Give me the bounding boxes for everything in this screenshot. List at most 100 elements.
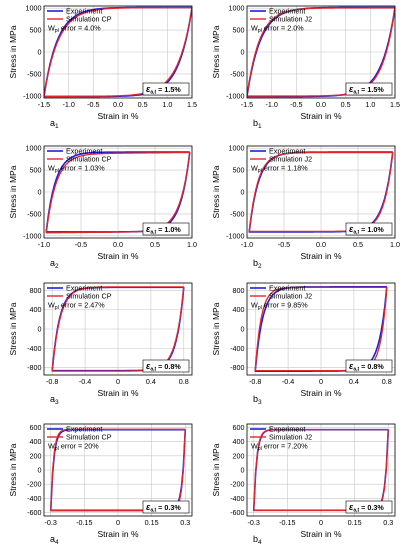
wpl-error-text: Wpl error = 2.47% <box>48 301 105 312</box>
x-tick-label: -1.0 <box>241 240 253 249</box>
y-tick-label: -800 <box>230 363 244 372</box>
panel-label: b4 <box>253 534 262 546</box>
y-tick-label: 400 <box>233 437 245 446</box>
x-tick-label: 0.3 <box>180 518 190 527</box>
wpl-subscript: pl <box>55 28 59 34</box>
loop-group <box>45 151 191 234</box>
legend-label-experiment: Experiment <box>66 425 102 434</box>
x-tick-label: 1.0 <box>390 240 400 249</box>
amplitude-subscript: a,t <box>150 367 156 373</box>
y-tick-label: -1000 <box>226 231 244 240</box>
x-tick-label: -1.0 <box>38 240 50 249</box>
legend-label-simulation: Simulation CP <box>66 433 112 442</box>
chart-panel-a2: -1.0 -0.5 0.0 0.5 1.0 -1000 -500 0 500 1000 Strain… <box>8 144 197 270</box>
simulation-loop <box>253 429 389 511</box>
epsilon-symbol: ε <box>146 84 151 94</box>
amplitude-value: = 0.8% <box>359 362 384 371</box>
simulation-loop <box>254 286 388 372</box>
x-tick-label: -0.15 <box>279 518 295 527</box>
amplitude-value: = 0.3% <box>359 503 384 512</box>
panel-label: b1 <box>253 118 262 130</box>
y-tick-label: -500 <box>230 69 244 78</box>
chart-panel-b4: -0.3 -0.15 0 0.15 0.3 -600 -400 -200 0 200 400 600 S… <box>211 423 396 546</box>
y-tick-label: 1000 <box>26 144 42 153</box>
wpl-error-text: Wpl error = 1.03% <box>48 164 105 175</box>
epsilon-symbol: ε <box>146 502 151 512</box>
amplitude-text: εa,t = 0.3% <box>146 502 181 514</box>
y-tick-label: 600 <box>30 423 42 432</box>
panel-subscript: 3 <box>258 399 262 406</box>
amplitude-box <box>345 222 393 236</box>
plot-frame <box>43 282 193 376</box>
x-tick-label: -0.5 <box>75 240 87 249</box>
simulation-loop <box>50 428 186 512</box>
x-tick-label: 0 <box>116 518 120 527</box>
x-tick-label: 0 <box>319 377 323 386</box>
panel-subscript: 1 <box>55 123 59 130</box>
y-tick-label: 0 <box>241 48 245 57</box>
wpl-error-text: Wpl error = 1.18% <box>251 164 308 175</box>
amplitude-subscript: a,t <box>150 90 156 96</box>
wpl-error-value: error = 2.0% <box>262 24 304 33</box>
wpl-symbol: W <box>48 24 55 33</box>
amplitude-text: εa,t = 0.8% <box>349 361 384 373</box>
panel-letter: a <box>50 534 55 544</box>
x-tick-label: -1.5 <box>241 100 253 109</box>
x-axis-label: Strain in % <box>300 111 342 121</box>
x-tick-label: 0.15 <box>145 518 159 527</box>
x-tick-label: 0 <box>319 518 323 527</box>
amplitude-box <box>142 500 190 514</box>
wpl-symbol: W <box>251 301 258 310</box>
x-tick-label: -0.8 <box>46 377 58 386</box>
x-axis-label: Strain in % <box>300 251 342 261</box>
amplitude-subscript: a,t <box>150 230 156 236</box>
legend-label-experiment: Experiment <box>66 7 102 16</box>
amplitude-value: = 1.0% <box>156 225 181 234</box>
x-tick-label: 1.0 <box>187 240 197 249</box>
x-tick-label: -0.4 <box>79 377 91 386</box>
wpl-error-value: error = 4.0% <box>59 24 101 33</box>
wpl-error-value: error = 9.85% <box>262 301 308 310</box>
simulation-loop <box>45 151 191 234</box>
epsilon-symbol: ε <box>349 84 354 94</box>
x-tick-label: 0.0 <box>113 240 123 249</box>
amplitude-text: εa,t = 1.0% <box>146 224 181 236</box>
amplitude-text: εa,t = 1.5% <box>349 84 384 96</box>
y-tick-label: 1000 <box>229 144 245 153</box>
panel-subscript: 2 <box>258 263 262 270</box>
wpl-error-value: error = 7.20% <box>262 442 308 451</box>
chart-panel-a4: -0.3 -0.15 0 0.15 0.3 -600 -400 -200 0 200 400 600 S… <box>8 423 193 546</box>
y-tick-label: -1000 <box>226 91 244 100</box>
x-tick-label: 1.0 <box>162 100 172 109</box>
x-tick-label: -0.8 <box>249 377 261 386</box>
panel-letter: b <box>253 258 258 268</box>
amplitude-box <box>345 359 393 373</box>
wpl-error-value: error = 1.03% <box>59 164 105 173</box>
panel-label: a2 <box>50 258 59 270</box>
loop-group <box>247 6 395 98</box>
amplitude-subscript: a,t <box>353 90 359 96</box>
y-tick-label: 800 <box>233 286 245 295</box>
amplitude-value: = 0.8% <box>156 362 181 371</box>
y-tick-label: -400 <box>230 494 244 503</box>
legend-label-simulation: Simulation CP <box>66 155 112 164</box>
wpl-error-text: Wpl error = 2.0% <box>251 24 304 35</box>
y-tick-label: -200 <box>27 480 41 489</box>
panel-letter: b <box>253 394 258 404</box>
legend-label-experiment: Experiment <box>269 284 305 293</box>
plot-frame <box>246 145 396 239</box>
y-tick-label: -500 <box>230 209 244 218</box>
panel-label: a1 <box>50 118 59 130</box>
wpl-subscript: pl <box>258 446 262 452</box>
y-tick-label: -500 <box>27 69 41 78</box>
legend-label-simulation: Simulation J2 <box>269 433 312 442</box>
chart-panel-b3: -0.8 -0.4 0 0.4 0.8 -800 -400 0 400 800 Strain in … <box>211 282 396 406</box>
x-tick-label: 0.0 <box>316 240 326 249</box>
simulation-loop <box>247 7 395 97</box>
panel-subscript: 2 <box>55 263 59 270</box>
panel-label: a3 <box>50 394 59 406</box>
y-tick-label: 500 <box>233 26 245 35</box>
wpl-subscript: pl <box>258 28 262 34</box>
legend-label-simulation: Simulation CP <box>66 15 112 24</box>
